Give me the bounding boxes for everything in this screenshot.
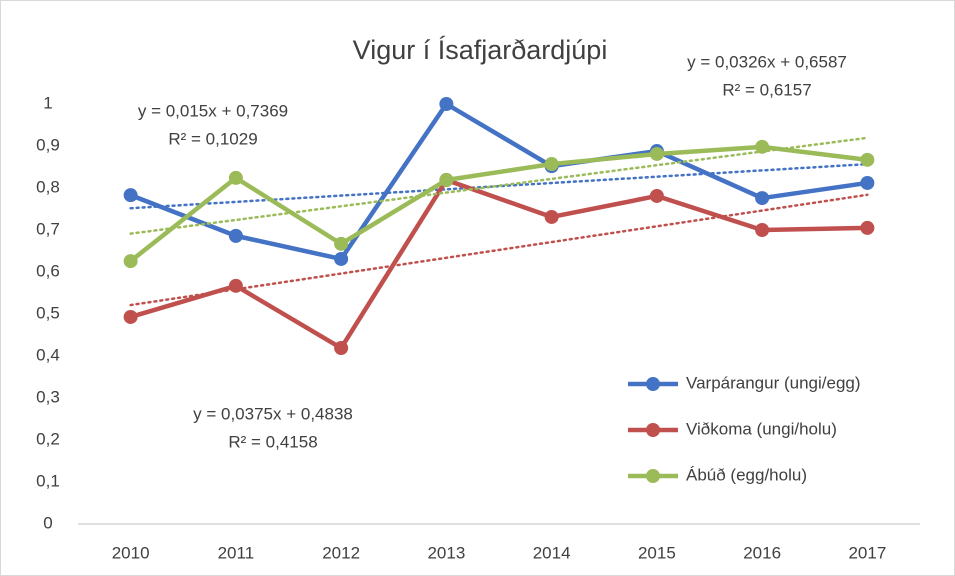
trendline-equation: y = 0,015x + 0,7369 (138, 101, 288, 120)
data-point (649, 146, 664, 161)
legend-marker (646, 423, 660, 437)
data-point (755, 191, 770, 206)
x-tick-label: 2010 (112, 543, 150, 562)
data-point (123, 254, 138, 269)
data-point (228, 278, 243, 293)
x-tick-label: 2016 (743, 543, 781, 562)
legend-label: Varpárangur (ungi/egg) (686, 373, 861, 392)
y-tick-label: 0,4 (36, 345, 60, 364)
data-point (439, 97, 454, 111)
data-point (649, 188, 664, 203)
data-point (439, 173, 454, 188)
trendline-r2: R² = 0,1029 (168, 129, 257, 148)
y-tick-label: 0,2 (36, 429, 60, 448)
trendline (129, 193, 869, 307)
series-line (129, 101, 868, 262)
trendline (129, 136, 869, 235)
series-line (129, 177, 868, 351)
data-point (334, 236, 349, 251)
chart-title: Vigur í Ísafjarðardjúpi (353, 35, 608, 65)
data-point (228, 170, 243, 185)
legend-marker (646, 377, 660, 391)
series-line (129, 144, 868, 263)
x-tick-label: 2017 (848, 543, 886, 562)
data-point (860, 175, 875, 190)
data-point (860, 220, 875, 235)
legend-marker (646, 469, 660, 483)
data-point (755, 223, 770, 237)
trendline-equation: y = 0,0375x + 0,4838 (193, 404, 353, 423)
y-tick-label: 0,9 (36, 135, 60, 154)
y-tick-label: 0,1 (36, 471, 60, 490)
y-tick-label: 1 (43, 93, 52, 112)
y-tick-label: 0,6 (36, 261, 60, 280)
data-point (123, 188, 138, 203)
data-point (544, 157, 559, 172)
y-tick-label: 0,8 (36, 177, 60, 196)
legend-label: Ábúð (egg/holu) (686, 465, 807, 484)
y-tick-label: 0,5 (36, 303, 60, 322)
trendline-equation: y = 0,0326x + 0,6587 (687, 52, 847, 71)
legend-label: Viðkoma (ungi/holu) (686, 419, 837, 438)
data-point (334, 251, 349, 266)
trendline-r2: R² = 0,6157 (722, 80, 811, 99)
data-point (544, 209, 559, 224)
x-tick-label: 2011 (218, 543, 255, 562)
x-tick-label: 2014 (533, 543, 571, 562)
data-point (123, 309, 138, 324)
data-point (755, 139, 770, 154)
x-tick-label: 2012 (322, 543, 360, 562)
x-tick-label: 2013 (427, 543, 465, 562)
data-point (334, 341, 349, 356)
y-tick-label: 0,3 (36, 387, 60, 406)
y-tick-label: 0,7 (36, 219, 60, 238)
trendline-r2: R² = 0,4158 (228, 432, 317, 451)
x-tick-label: 2015 (638, 543, 676, 562)
y-tick-label: 0 (43, 513, 52, 532)
data-point (860, 152, 875, 167)
data-point (228, 228, 243, 243)
